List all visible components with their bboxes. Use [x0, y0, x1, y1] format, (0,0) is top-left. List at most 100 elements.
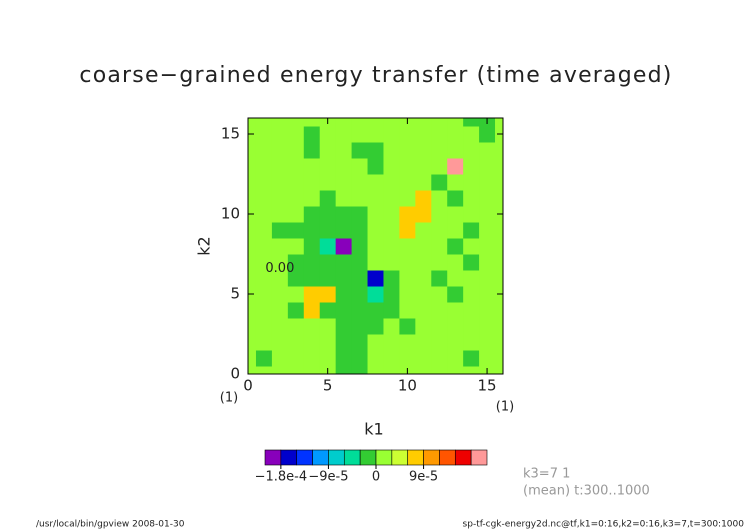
contour-cell [287, 238, 305, 255]
contour-cell [255, 142, 273, 159]
contour-cell [447, 366, 464, 374]
contour-cell [463, 366, 480, 374]
contour-cell [335, 206, 353, 223]
contour-cell [399, 222, 416, 239]
contour-cell [319, 222, 337, 239]
contour-cell [383, 238, 400, 255]
contour-cell [319, 270, 337, 287]
footer-right: sp-tf-cgk-energy2d.nc@tf,k1=0:16,k2=0:16… [463, 520, 745, 530]
contour-cell [415, 222, 432, 239]
contour-cell [303, 238, 321, 255]
contour-cell [447, 118, 464, 127]
y-note: (1) [220, 391, 238, 406]
contour-cell [303, 366, 321, 374]
contour-cell [303, 174, 321, 191]
contour-cell [415, 174, 432, 191]
contour-cell [271, 158, 289, 175]
contour-cell [351, 158, 369, 175]
contour-cell [431, 174, 448, 191]
contour-cell [447, 174, 464, 191]
contour-cell [399, 174, 416, 191]
contour-cell [319, 206, 337, 223]
contour-cell [415, 270, 432, 287]
contour-cell [351, 190, 369, 207]
contour-cell [248, 350, 257, 367]
contour-cell [335, 334, 353, 351]
contour-cell [248, 302, 257, 319]
colorbar-swatch [470, 449, 488, 466]
contour-cell [287, 158, 305, 175]
contour-cell [495, 302, 503, 319]
x-note: (1) [496, 400, 514, 415]
contour-cell [367, 238, 384, 255]
contour-cell [351, 366, 369, 374]
contour-cell [431, 206, 448, 223]
contour-cell [255, 318, 273, 335]
contour-cell [447, 286, 464, 303]
contour-cell [447, 350, 464, 367]
contour-cell [479, 286, 496, 303]
contour-cell [431, 190, 448, 207]
contour-cell [479, 334, 496, 351]
contour-cell [399, 254, 416, 271]
contour-cell [383, 206, 400, 223]
contour-cell [495, 190, 503, 207]
contour-cell [271, 334, 289, 351]
contour-cell [303, 118, 321, 127]
contour-cell [351, 302, 369, 319]
contour-cell [287, 222, 305, 239]
contour-cell [399, 190, 416, 207]
y-tick-label: 0 [230, 365, 240, 383]
contour-cell [463, 334, 480, 351]
colorbar-swatch [264, 449, 282, 466]
contour-cell [255, 286, 273, 303]
contour-cell [383, 350, 400, 367]
contour-cell [303, 206, 321, 223]
contour-cell [383, 286, 400, 303]
contour-cell [479, 206, 496, 223]
contour-cell [367, 126, 384, 143]
contour-cell [383, 222, 400, 239]
contour-cell [271, 270, 289, 287]
contour-cell [399, 334, 416, 351]
contour-cell [319, 286, 337, 303]
contour-cell [367, 318, 384, 335]
contour-cell [383, 254, 400, 271]
contour-cell [367, 270, 384, 287]
contour-cell [287, 366, 305, 374]
contour-cell [463, 190, 480, 207]
colorbar-swatch [359, 449, 377, 466]
contour-cell [351, 270, 369, 287]
y-tick-label: 15 [221, 125, 240, 143]
contour-cell [271, 190, 289, 207]
contour-cell [431, 254, 448, 271]
contour-cell [415, 118, 432, 127]
contour-cell [447, 126, 464, 143]
contour-cell [495, 238, 503, 255]
contour-cell [303, 350, 321, 367]
contour-cell [255, 238, 273, 255]
contour-cell [255, 206, 273, 223]
x-tick-label: 10 [398, 377, 417, 395]
contour-cell [431, 158, 448, 175]
contour-cell [271, 174, 289, 191]
contour-cell [335, 254, 353, 271]
contour-cell [463, 174, 480, 191]
contour-cell [335, 366, 353, 374]
contour-cell [495, 254, 503, 271]
contour-cell [479, 222, 496, 239]
contour-cell [351, 126, 369, 143]
contour-cell [255, 366, 273, 374]
contour-cell [255, 334, 273, 351]
contour-cell [248, 334, 257, 351]
contour-cell [431, 222, 448, 239]
colorbar-tick-label: 9e-5 [409, 470, 438, 485]
colorbar-swatch [343, 449, 361, 466]
contour-cell [463, 142, 480, 159]
contour-cell [431, 270, 448, 287]
contour-cell [495, 142, 503, 159]
contour-cell [399, 302, 416, 319]
contour-cell [415, 286, 432, 303]
